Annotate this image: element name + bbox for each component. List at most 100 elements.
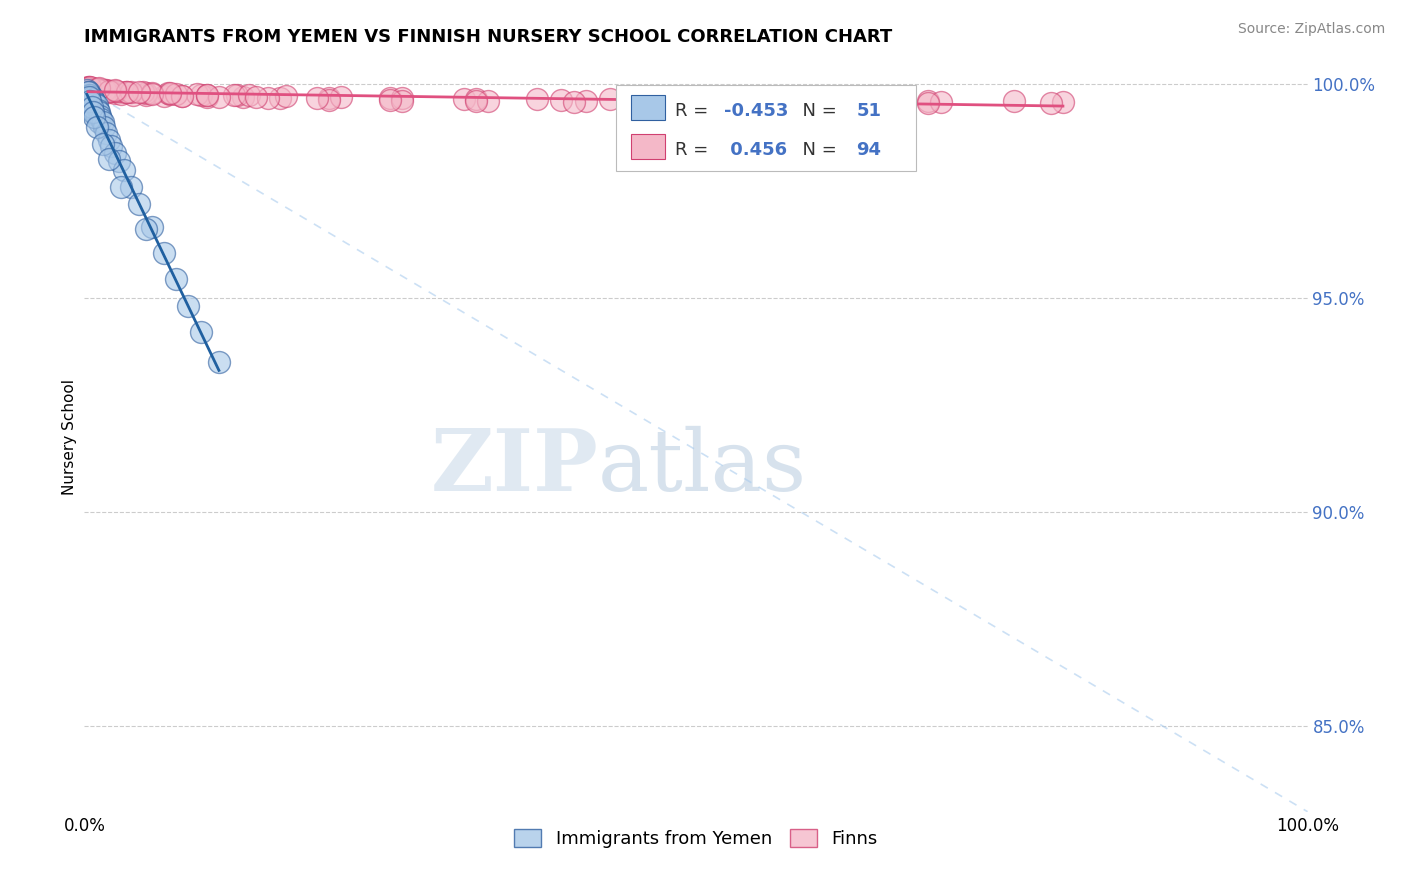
Point — [93, 85, 115, 99]
Point — [727, 94, 749, 108]
Point — [90, 112, 112, 126]
Point — [122, 87, 145, 102]
Point — [820, 93, 842, 107]
Point — [86, 120, 108, 134]
Text: 94: 94 — [856, 141, 882, 159]
Point — [82, 82, 104, 96]
Point — [91, 115, 114, 129]
Point — [195, 87, 218, 102]
Point — [84, 107, 107, 121]
Point — [195, 89, 218, 103]
Point — [97, 132, 120, 146]
Point — [105, 84, 128, 98]
Point — [77, 94, 100, 108]
Point — [318, 93, 340, 107]
Point — [477, 94, 499, 108]
Point — [115, 86, 138, 100]
Point — [96, 83, 118, 97]
Text: atlas: atlas — [598, 425, 807, 508]
FancyBboxPatch shape — [631, 134, 665, 159]
Point — [186, 87, 208, 102]
Point — [80, 100, 103, 114]
Point — [97, 84, 120, 98]
Point — [77, 80, 100, 95]
Point — [96, 126, 118, 140]
Point — [747, 93, 769, 107]
Text: Source: ZipAtlas.com: Source: ZipAtlas.com — [1237, 22, 1385, 37]
Text: -0.453: -0.453 — [724, 103, 789, 120]
Point — [917, 96, 939, 111]
Point — [159, 87, 181, 101]
Point — [79, 94, 101, 108]
Point — [575, 95, 598, 109]
Point — [76, 83, 98, 97]
Point — [93, 120, 115, 134]
Point — [141, 87, 163, 102]
Point — [87, 115, 110, 129]
Point — [685, 95, 707, 109]
Text: N =: N = — [792, 141, 842, 159]
Text: R =: R = — [675, 103, 714, 120]
Point — [100, 139, 122, 153]
Point — [83, 110, 105, 124]
Point — [1052, 95, 1074, 110]
Point — [226, 88, 249, 103]
Point — [165, 271, 187, 285]
Point — [794, 95, 817, 110]
Point — [128, 196, 150, 211]
Point — [77, 80, 100, 95]
Point — [77, 80, 100, 95]
Text: IMMIGRANTS FROM YEMEN VS FINNISH NURSERY SCHOOL CORRELATION CHART: IMMIGRANTS FROM YEMEN VS FINNISH NURSERY… — [84, 28, 893, 45]
Point — [135, 88, 157, 103]
Point — [917, 94, 939, 108]
Point — [86, 83, 108, 97]
Point — [89, 109, 111, 123]
Text: R =: R = — [675, 141, 714, 159]
Point — [276, 89, 298, 103]
Point — [94, 83, 117, 97]
Point — [83, 81, 105, 95]
Point — [83, 103, 105, 118]
Text: 0.456: 0.456 — [724, 141, 787, 159]
Point — [135, 222, 157, 236]
Point — [135, 86, 157, 100]
Text: 51: 51 — [856, 103, 882, 120]
Point — [464, 94, 486, 108]
Point — [87, 104, 110, 119]
Point — [86, 109, 108, 123]
Point — [104, 146, 127, 161]
Legend: Immigrants from Yemen, Finns: Immigrants from Yemen, Finns — [508, 822, 884, 855]
Point — [929, 95, 952, 110]
Point — [82, 81, 104, 95]
Point — [82, 103, 104, 117]
Point — [190, 87, 212, 102]
Point — [77, 87, 100, 102]
Point — [82, 92, 104, 106]
Point — [91, 136, 114, 151]
Text: ZIP: ZIP — [430, 425, 598, 509]
Point — [550, 93, 572, 107]
Point — [672, 95, 695, 110]
Point — [114, 85, 136, 99]
Point — [141, 220, 163, 235]
Point — [79, 80, 101, 95]
Point — [153, 88, 176, 103]
Point — [172, 89, 194, 103]
Point — [120, 179, 142, 194]
Point — [172, 88, 194, 103]
Point — [84, 82, 107, 96]
Point — [380, 91, 402, 105]
Point — [391, 91, 413, 105]
Point — [86, 82, 108, 96]
Point — [79, 94, 101, 108]
Point — [110, 87, 132, 102]
Point — [1039, 96, 1062, 111]
Point — [87, 103, 110, 117]
Point — [87, 82, 110, 96]
Point — [80, 98, 103, 112]
Point — [391, 94, 413, 108]
Point — [380, 93, 402, 107]
Point — [83, 94, 105, 108]
Point — [245, 89, 267, 103]
Point — [526, 92, 548, 106]
